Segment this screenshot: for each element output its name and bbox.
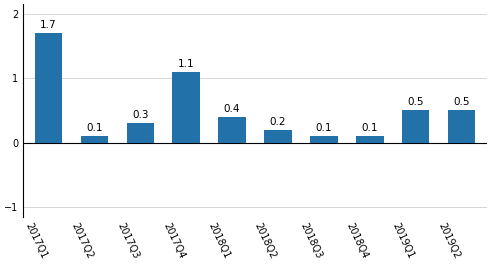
Bar	[402, 111, 430, 143]
Bar	[310, 136, 338, 143]
Bar	[81, 136, 108, 143]
Bar	[264, 130, 292, 143]
Text: 0.1: 0.1	[86, 123, 103, 133]
Text: 0.2: 0.2	[270, 117, 286, 127]
Text: 1.1: 1.1	[178, 59, 194, 69]
Bar	[172, 72, 200, 143]
Text: 0.1: 0.1	[316, 123, 332, 133]
Bar	[218, 117, 246, 143]
Text: 1.7: 1.7	[40, 20, 57, 30]
Bar	[356, 136, 383, 143]
Text: 0.1: 0.1	[361, 123, 378, 133]
Bar	[35, 33, 62, 143]
Text: 0.3: 0.3	[132, 110, 149, 120]
Text: 0.5: 0.5	[408, 97, 424, 107]
Text: 0.4: 0.4	[224, 104, 241, 114]
Bar	[127, 123, 154, 143]
Text: 0.5: 0.5	[453, 97, 470, 107]
Bar	[448, 111, 475, 143]
